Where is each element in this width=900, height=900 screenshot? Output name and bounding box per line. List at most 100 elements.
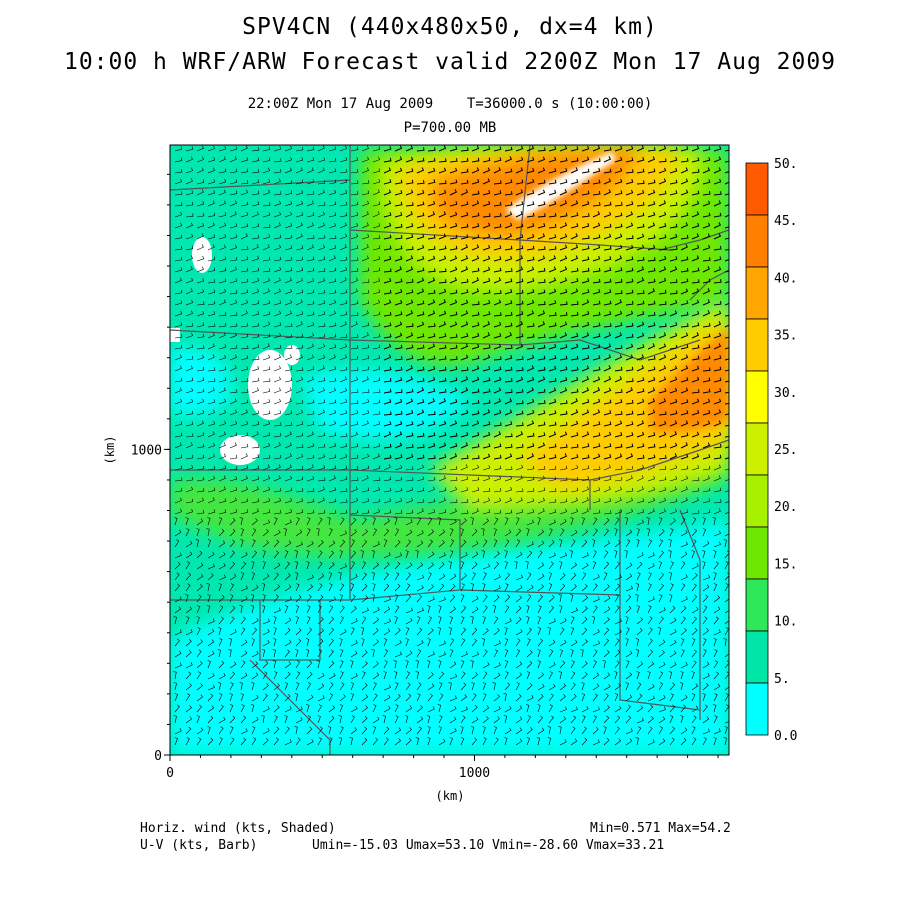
wind-barb [559, 200, 568, 207]
wind-barb [284, 256, 293, 262]
wind-barb [614, 233, 623, 240]
wind-barb [328, 366, 337, 372]
wind-barb [581, 365, 590, 372]
wind-barb [471, 540, 479, 548]
wind-barb [515, 333, 524, 339]
wind-barb [185, 146, 194, 152]
wind-barb [361, 432, 370, 438]
wind-barb [229, 365, 237, 372]
wind-barb [229, 290, 238, 295]
wind-barb [251, 344, 260, 350]
wind-barb [207, 300, 216, 306]
wind-barb [493, 585, 501, 592]
wind-barb [174, 277, 182, 284]
wind-barb [317, 638, 324, 647]
wind-barb [636, 486, 644, 493]
wind-barb [372, 277, 381, 284]
wind-barb [339, 201, 348, 207]
wind-barb [306, 179, 315, 185]
wind-barb [713, 145, 722, 152]
wind-barb [515, 400, 524, 405]
wind-barb [427, 726, 431, 735]
wind-barb [603, 178, 612, 185]
wind-barb [383, 189, 392, 196]
wind-barb [503, 693, 507, 702]
wind-barb [284, 487, 293, 493]
wind-barb [339, 334, 348, 339]
wind-barb [350, 594, 356, 603]
wind-barb [328, 235, 337, 240]
wind-barb [383, 299, 392, 306]
wind-barb [306, 332, 314, 339]
wind-barb [515, 189, 524, 196]
wind-barb [196, 518, 204, 526]
wind-barb [284, 649, 290, 658]
wind-barb [251, 627, 258, 636]
wind-barb [185, 190, 194, 196]
wind-barb [229, 409, 237, 416]
wind-barb [493, 561, 500, 570]
wind-barb [515, 167, 524, 174]
wind-barb [449, 211, 458, 218]
wind-barb [361, 509, 370, 515]
wind-barb [328, 583, 333, 592]
wind-barb [339, 145, 348, 152]
wind-barb [218, 551, 226, 559]
wind-barb [504, 433, 513, 438]
wind-barb [306, 322, 315, 328]
wind-barb [581, 420, 590, 427]
wind-barb [317, 323, 326, 328]
wind-barb [449, 245, 458, 251]
wind-barb [636, 671, 640, 680]
wind-barb [603, 443, 612, 449]
wind-barb [449, 289, 458, 295]
wind-barb [284, 323, 293, 328]
wind-barb [350, 466, 359, 471]
wind-barb [262, 321, 271, 328]
wind-barb [438, 454, 447, 460]
wind-barb [713, 200, 722, 207]
wind-barb [295, 616, 299, 625]
wind-barb [273, 594, 279, 603]
wind-barb [338, 715, 342, 724]
wind-barb [229, 156, 237, 163]
wind-barb [592, 517, 598, 526]
wind-barb [581, 726, 587, 735]
wind-barb [702, 344, 711, 350]
wind-barb [680, 583, 686, 592]
wind-barb [724, 291, 729, 295]
colorbar-swatch [745, 318, 769, 372]
wind-barb [273, 638, 277, 647]
wind-barb [416, 716, 424, 724]
wind-barb [438, 561, 445, 570]
wind-barb [305, 638, 310, 647]
wind-barb [240, 322, 249, 328]
wind-barb [537, 388, 546, 394]
wind-barb [394, 245, 403, 251]
wind-barb [383, 660, 388, 669]
wind-barb [361, 355, 370, 361]
wind-barb [493, 649, 499, 658]
wind-barb [636, 443, 645, 449]
wind-barb [471, 322, 480, 328]
wind-barb [427, 398, 436, 405]
wind-barb [515, 584, 523, 592]
wind-barb [603, 156, 612, 163]
wind-barb [691, 442, 700, 449]
wind-barb [218, 638, 223, 647]
wind-barb [614, 629, 622, 636]
wind-barb [559, 431, 568, 438]
wind-barb [625, 497, 633, 504]
wind-barb [493, 528, 497, 537]
wind-barb [295, 179, 304, 185]
wind-barb [383, 212, 392, 218]
wind-barb [691, 606, 699, 614]
wind-barb [383, 179, 392, 185]
wind-barb [229, 497, 237, 504]
wind-barb [712, 517, 716, 526]
wind-barb [504, 233, 513, 240]
wind-barb [504, 312, 513, 317]
wind-barb [261, 583, 266, 592]
wind-barb [559, 145, 568, 152]
wind-barb [647, 322, 656, 328]
